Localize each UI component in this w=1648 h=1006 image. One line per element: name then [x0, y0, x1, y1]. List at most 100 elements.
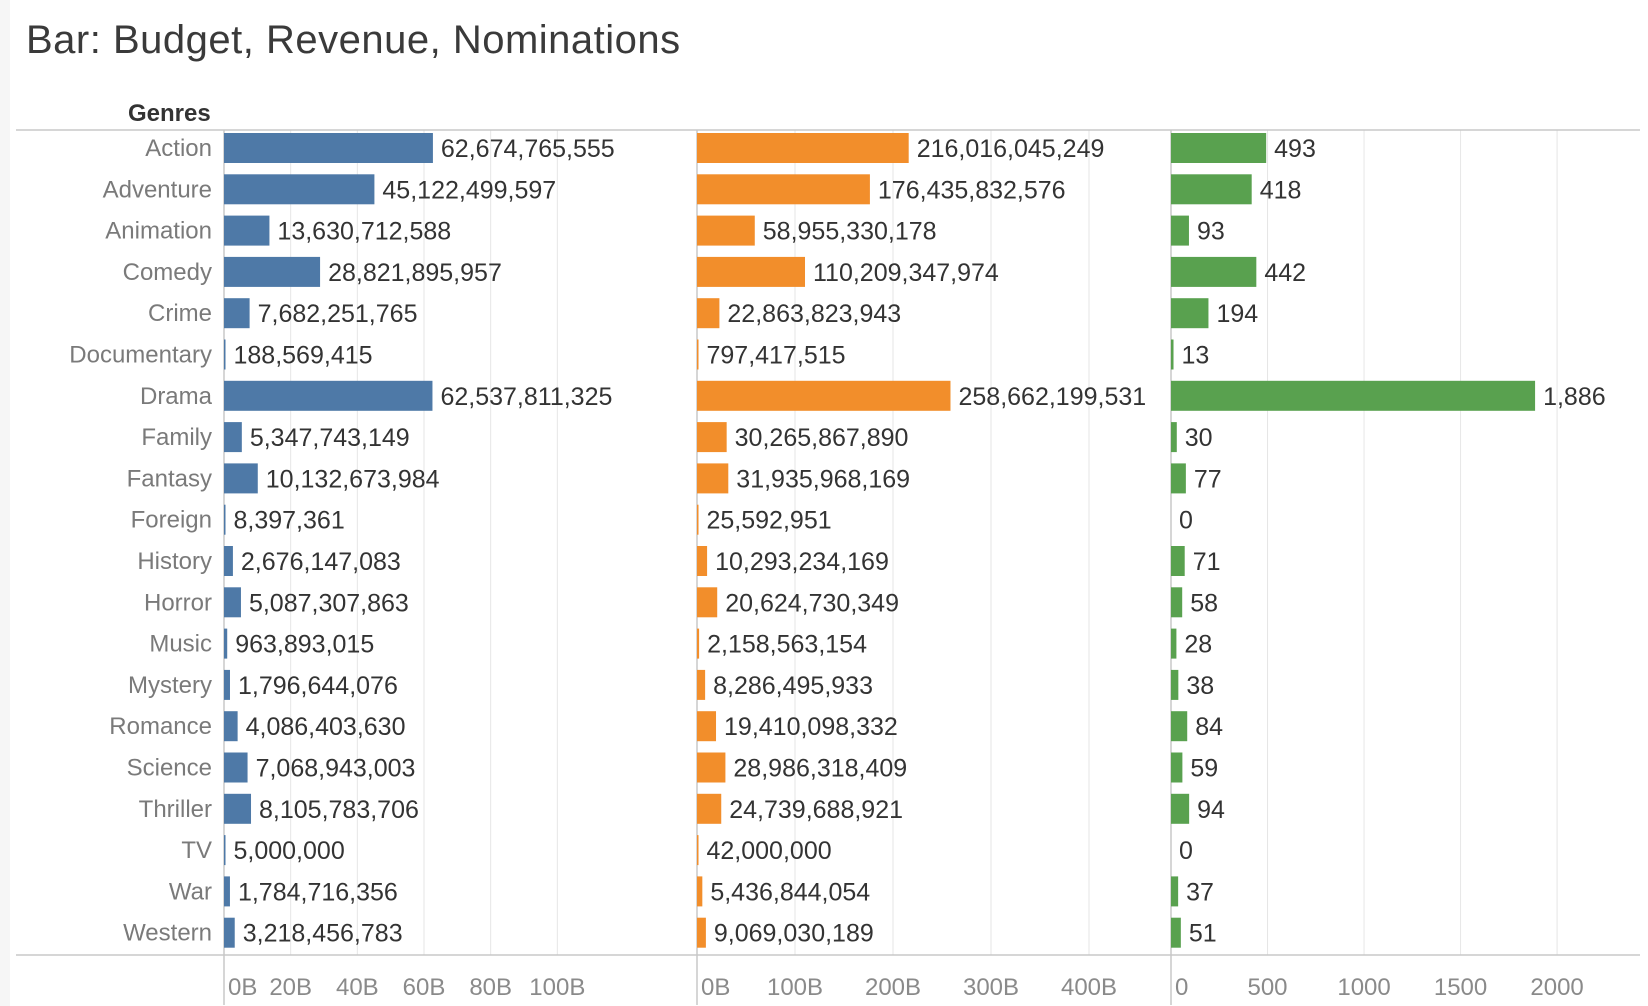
revenue-value-label: 176,435,832,576	[878, 176, 1066, 204]
budget-value-label: 7,682,251,765	[258, 300, 418, 328]
axis-ticks: 0B 20B 40B 60B 80B 100B 0B 100B 200B 300B 400B 0 500…	[228, 974, 1584, 1001]
revenue-bar	[697, 793, 722, 824]
budget-tick-label: 0B	[228, 974, 257, 1001]
budget-value-label: 8,105,783,706	[259, 796, 419, 824]
nominations-value-label: 38	[1186, 672, 1214, 700]
revenue-value-label: 10,293,234,169	[715, 548, 889, 576]
budget-value-label: 62,674,765,555	[441, 135, 615, 163]
budget-value-label: 8,397,361	[234, 507, 345, 535]
revenue-bar	[697, 917, 706, 948]
budget-tick-label: 100B	[529, 974, 585, 1001]
nominations-bar	[1171, 339, 1174, 370]
nominations-value-label: 93	[1197, 218, 1225, 246]
category-label: Comedy	[123, 259, 212, 286]
revenue-value-label: 24,739,688,921	[729, 796, 903, 824]
nominations-bar	[1171, 669, 1179, 700]
nominations-tick-label: 0	[1175, 974, 1188, 1001]
revenue-bar	[697, 133, 909, 163]
budget-bar	[224, 174, 375, 205]
budget-tick-label: 80B	[469, 974, 512, 1001]
revenue-bar	[697, 463, 729, 494]
budget-bar	[224, 793, 252, 824]
budget-bar	[224, 215, 270, 246]
budget-value-label: 963,893,015	[235, 631, 374, 659]
nominations-bar	[1171, 215, 1189, 246]
nominations-tick-label: 1000	[1337, 974, 1390, 1001]
budget-bar	[224, 835, 226, 866]
revenue-bar	[697, 835, 699, 866]
nominations-bar	[1171, 298, 1209, 329]
budget-tick-label: 60B	[403, 974, 446, 1001]
nominations-bar	[1171, 463, 1186, 494]
category-label: History	[137, 548, 212, 575]
budget-value-label: 13,630,712,588	[277, 218, 451, 246]
nominations-tick-label: 2000	[1530, 974, 1583, 1001]
budget-bar	[224, 380, 433, 411]
category-label: Fantasy	[127, 465, 212, 492]
nominations-value-label: 59	[1190, 755, 1218, 783]
nominations-bar	[1171, 876, 1179, 907]
revenue-bar	[697, 587, 718, 618]
revenue-value-label: 30,265,867,890	[735, 424, 909, 452]
budget-tick-label: 20B	[269, 974, 312, 1001]
nominations-bar	[1171, 133, 1267, 163]
revenue-value-label: 58,955,330,178	[763, 218, 937, 246]
revenue-value-label: 20,624,730,349	[725, 589, 899, 617]
category-label: Drama	[140, 383, 213, 410]
nominations-value-label: 28	[1184, 631, 1212, 659]
budget-value-label: 1,796,644,076	[238, 672, 398, 700]
nominations-value-label: 84	[1195, 713, 1223, 741]
revenue-bar	[697, 380, 951, 411]
revenue-bar	[697, 339, 699, 370]
budget-value-label: 1,784,716,356	[238, 878, 398, 906]
budget-bar	[224, 504, 226, 535]
nominations-value-label: 1,886	[1543, 383, 1606, 411]
revenue-value-label: 797,417,515	[707, 342, 846, 370]
budget-bar	[224, 463, 258, 494]
revenue-bar	[697, 711, 717, 742]
budget-value-label: 5,347,743,149	[250, 424, 410, 452]
nominations-value-label: 0	[1179, 507, 1193, 535]
nominations-bar	[1171, 174, 1252, 205]
revenue-bar	[697, 752, 726, 783]
revenue-tick-label: 300B	[963, 974, 1019, 1001]
budget-value-label: 7,068,943,003	[256, 755, 416, 783]
budget-bar	[224, 711, 238, 742]
budget-bar	[224, 422, 242, 453]
category-label: Mystery	[128, 672, 212, 699]
nominations-bar	[1171, 546, 1185, 576]
grid-layer	[290, 130, 1558, 955]
revenue-bar	[697, 628, 700, 659]
revenue-bar	[697, 215, 755, 246]
revenue-tick-label: 400B	[1061, 974, 1117, 1001]
budget-bar	[224, 628, 228, 659]
revenue-bar	[697, 669, 706, 700]
revenue-value-label: 110,209,347,974	[813, 259, 999, 287]
budget-value-label: 3,218,456,783	[243, 920, 403, 948]
budget-bar	[224, 339, 226, 370]
row-header-label: Genres	[128, 100, 211, 127]
budget-value-label: 5,000,000	[234, 837, 345, 865]
nominations-value-label: 58	[1190, 589, 1218, 617]
category-label: Science	[127, 755, 212, 782]
category-labels: Action Adventure Animation Comedy Crime Docum…	[69, 135, 212, 947]
category-label: Crime	[148, 300, 212, 327]
category-label: TV	[181, 837, 212, 864]
revenue-bar	[697, 174, 870, 205]
revenue-value-label: 25,592,951	[707, 507, 832, 535]
revenue-bar	[697, 298, 720, 329]
nominations-bar	[1171, 711, 1188, 742]
nominations-value-label: 77	[1194, 465, 1222, 493]
nominations-tick-label: 1500	[1434, 974, 1487, 1001]
revenue-value-label: 22,863,823,943	[727, 300, 901, 328]
budget-tick-label: 40B	[336, 974, 379, 1001]
budget-bar	[224, 256, 321, 287]
nominations-value-label: 71	[1193, 548, 1221, 576]
budget-value-label: 188,569,415	[234, 342, 373, 370]
revenue-bar	[697, 422, 727, 453]
revenue-value-label: 9,069,030,189	[714, 920, 874, 948]
nominations-value-label: 418	[1260, 176, 1302, 204]
nominations-value-label: 13	[1182, 342, 1210, 370]
budget-bar	[224, 669, 230, 700]
